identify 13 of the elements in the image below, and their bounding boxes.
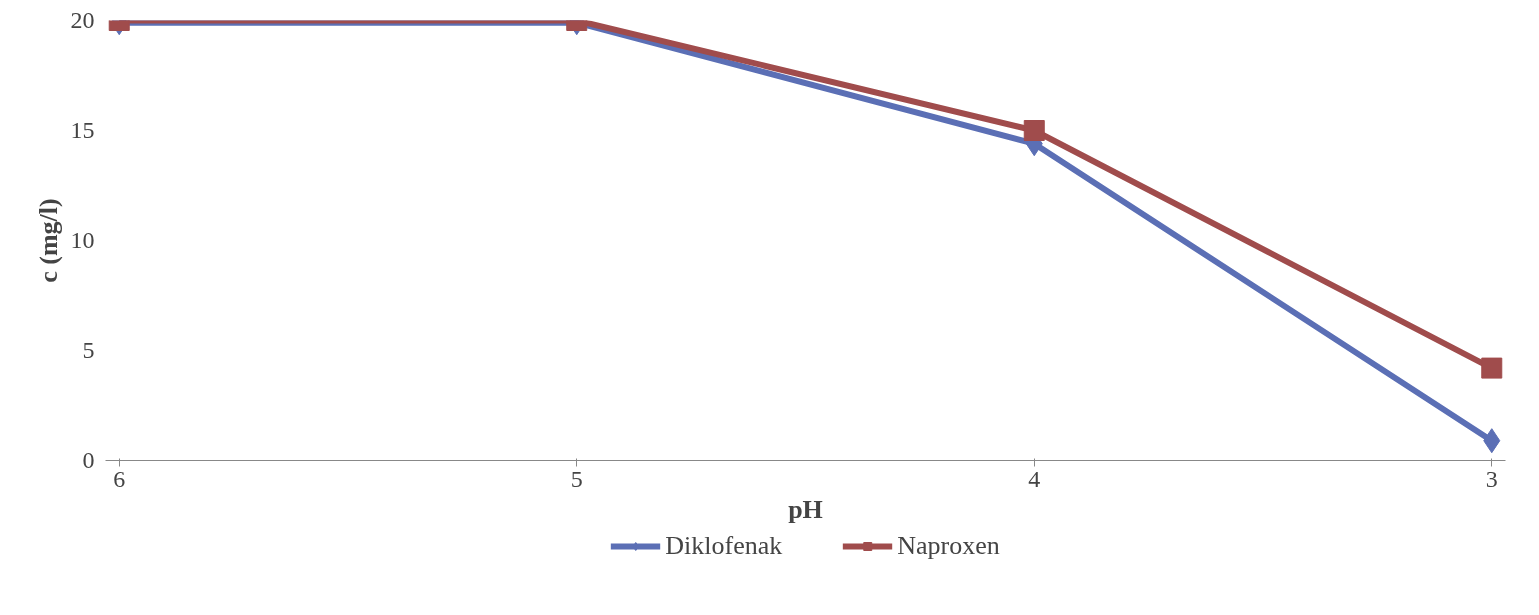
legend-label: Diklofenak xyxy=(665,531,783,561)
y-tick-label: 0 xyxy=(82,447,95,473)
y-tick-label: 5 xyxy=(82,337,95,363)
y-tick-label: 10 xyxy=(70,227,95,253)
x-tick-label: 6 xyxy=(113,465,126,492)
legend-label: Naproxen xyxy=(897,531,1000,561)
x-tick-label: 3 xyxy=(1485,465,1498,492)
x-axis-title: pH xyxy=(788,494,823,524)
y-tick-label: 20 xyxy=(70,7,95,33)
y-axis-title: c (mg/l) xyxy=(33,198,63,283)
x-tick-label: 5 xyxy=(570,465,583,492)
x-tick-label: 4 xyxy=(1028,465,1041,492)
y-tick-label: 15 xyxy=(70,117,95,143)
